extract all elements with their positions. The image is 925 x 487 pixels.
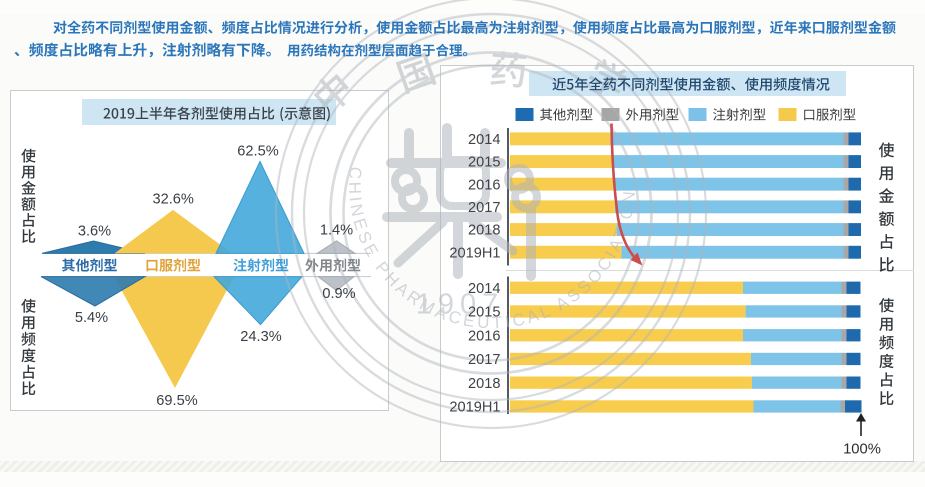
- svg-text:32.6%: 32.6%: [153, 192, 194, 208]
- svg-text:100%: 100%: [843, 442, 881, 458]
- svg-text:2016: 2016: [468, 328, 500, 344]
- svg-text:5.4%: 5.4%: [75, 310, 108, 326]
- svg-text:2014: 2014: [468, 132, 500, 148]
- svg-text:62.5%: 62.5%: [237, 143, 278, 159]
- svg-text:2017: 2017: [468, 200, 500, 216]
- svg-text:2019H1: 2019H1: [449, 245, 500, 261]
- svg-text:2018: 2018: [468, 223, 500, 239]
- svg-text:1907: 1907: [416, 289, 505, 321]
- svg-text:2018: 2018: [468, 376, 500, 392]
- svg-text:2016: 2016: [468, 177, 500, 193]
- svg-text:0.9%: 0.9%: [322, 286, 355, 302]
- svg-text:2014: 2014: [468, 281, 500, 297]
- svg-text:3.6%: 3.6%: [78, 224, 111, 240]
- svg-text:1.4%: 1.4%: [320, 223, 353, 239]
- svg-text:24.3%: 24.3%: [240, 329, 281, 345]
- svg-text:69.5%: 69.5%: [156, 393, 197, 409]
- svg-text:2015: 2015: [468, 155, 500, 171]
- svg-text:2017: 2017: [468, 352, 500, 368]
- svg-text:2019H1: 2019H1: [449, 400, 500, 416]
- svg-text:2015: 2015: [468, 305, 500, 321]
